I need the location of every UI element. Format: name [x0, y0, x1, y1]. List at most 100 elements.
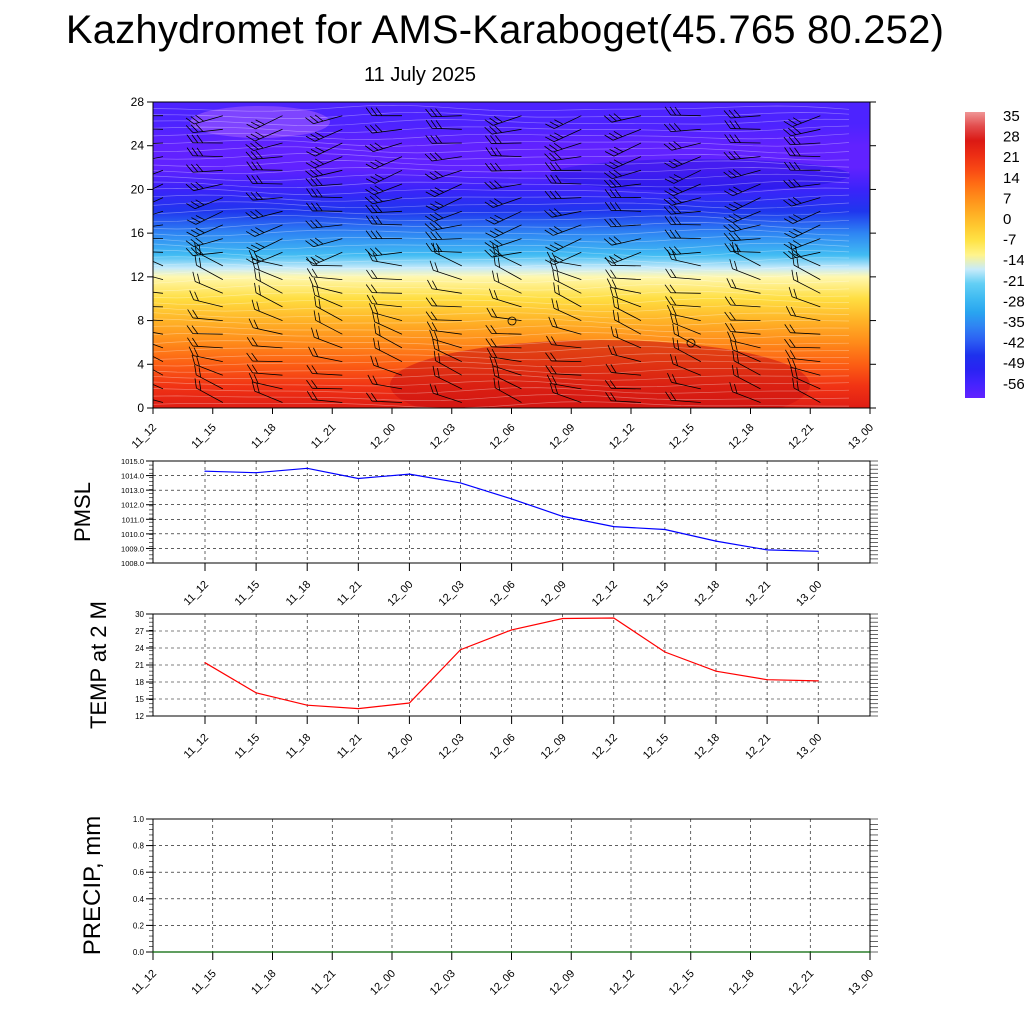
wind-barb [314, 296, 343, 321]
y-tick-label: 0.6 [133, 868, 145, 877]
isotherm-line [153, 228, 850, 237]
x-tick-label: 12_00 [385, 579, 415, 609]
wind-barb [603, 113, 642, 123]
x-tick-label: 11_15 [189, 422, 219, 452]
wind-barb [605, 363, 642, 376]
colorbar-label: 14 [1003, 170, 1020, 187]
wind-barb [365, 230, 402, 240]
wind-barb [484, 115, 522, 126]
x-tick-label: 12_18 [727, 968, 757, 998]
wind-barb [254, 282, 283, 308]
x-tick-label: 11_12 [130, 968, 160, 998]
x-tick-label: 12_06 [488, 422, 518, 452]
x-tick-label: 12_09 [539, 579, 569, 609]
wind-barb [785, 349, 821, 362]
wind-barb [425, 108, 462, 118]
wind-barb [724, 183, 761, 197]
data-point [817, 680, 819, 682]
wind-barb [604, 128, 642, 141]
wind-barb [485, 324, 522, 335]
wind-barb [305, 168, 343, 178]
x-tick-label: 12_18 [692, 732, 722, 762]
x-tick-label: 13_00 [794, 732, 824, 762]
wind-barb [544, 162, 582, 171]
wind-barb [546, 335, 582, 349]
wind-barb [366, 269, 403, 280]
wind-barb [153, 376, 164, 390]
data-point [749, 951, 752, 953]
y-tick-label: 12 [131, 270, 145, 284]
wind-barb [246, 161, 283, 171]
wind-barb [724, 197, 761, 212]
data-point [408, 702, 410, 704]
x-tick-label: 12_06 [488, 732, 518, 762]
y-tick-label: 4 [137, 357, 144, 371]
wind-barb [731, 365, 761, 390]
wind-barb [153, 197, 164, 211]
wind-barb [784, 147, 821, 157]
wind-barb [188, 346, 223, 362]
wind-barb [665, 391, 701, 403]
wind-barb [723, 109, 761, 119]
wind-barb [306, 364, 343, 376]
wind-barb [664, 106, 701, 117]
wind-barb [251, 299, 283, 321]
wind-barb [153, 271, 164, 280]
wind-barb [305, 219, 343, 229]
x-tick-label: 11_18 [284, 732, 314, 762]
data-point [690, 951, 692, 953]
wind-barb [545, 174, 582, 185]
wind-barb [246, 175, 283, 185]
wind-barb [194, 255, 223, 280]
wind-barb [186, 210, 223, 225]
data-point [357, 708, 359, 710]
y-tick-label: 1010.0 [121, 530, 144, 539]
x-tick-label: 12_12 [607, 422, 637, 452]
wind-barb [604, 189, 642, 198]
x-tick-label: 11_12 [182, 732, 212, 762]
wind-barb [788, 287, 821, 308]
wind-barb [672, 337, 701, 362]
wind-barb [246, 115, 283, 130]
wind-barb [610, 326, 642, 349]
wind-barb [365, 169, 403, 184]
colorbar-label: 0 [1003, 211, 1011, 228]
wind-barb [783, 197, 821, 207]
x-tick-label: 12_15 [667, 968, 697, 998]
y-tick-label: 1012.0 [121, 501, 144, 510]
x-tick-label: 12_15 [641, 732, 671, 762]
calm-wind-marker [507, 316, 517, 326]
colorbar-label: -21 [1003, 273, 1024, 290]
wind-barb [365, 204, 403, 214]
wind-barb [365, 215, 403, 226]
y-tick-label: 30 [135, 610, 144, 619]
y-tick-label: 24 [131, 139, 145, 153]
wind-barb [544, 224, 582, 236]
wind-barb [305, 156, 343, 169]
wind-barb [153, 238, 163, 240]
calm-wind-marker [686, 338, 696, 348]
wind-barb [545, 365, 582, 376]
y-tick-label: 1014.0 [121, 472, 144, 481]
wind-barb [723, 169, 761, 179]
wind-barb [153, 142, 164, 145]
wind-barb [424, 152, 462, 162]
isotherm-line [153, 291, 850, 299]
x-tick-label: 12_09 [539, 732, 569, 762]
isotherm-line [153, 298, 850, 305]
wind-barb [429, 383, 462, 403]
wind-barb [254, 269, 283, 294]
temp-2m-panel: 12 15 18 21 24 27 30 11_12 11_15 11_18 11_21 12_00 1… [86, 601, 878, 762]
wind-barb [663, 141, 701, 151]
wind-barb [245, 224, 283, 237]
isotherm-line [153, 367, 849, 374]
wind-barb [306, 268, 343, 280]
wind-barb [248, 372, 283, 390]
wind-barb [664, 229, 701, 239]
wind-barb [492, 365, 522, 390]
x-tick-label: 12_21 [786, 968, 816, 998]
wind-barb [432, 365, 462, 390]
wind-barb [604, 218, 642, 228]
x-tick-label: 12_09 [547, 422, 577, 452]
wind-barb [153, 305, 164, 308]
